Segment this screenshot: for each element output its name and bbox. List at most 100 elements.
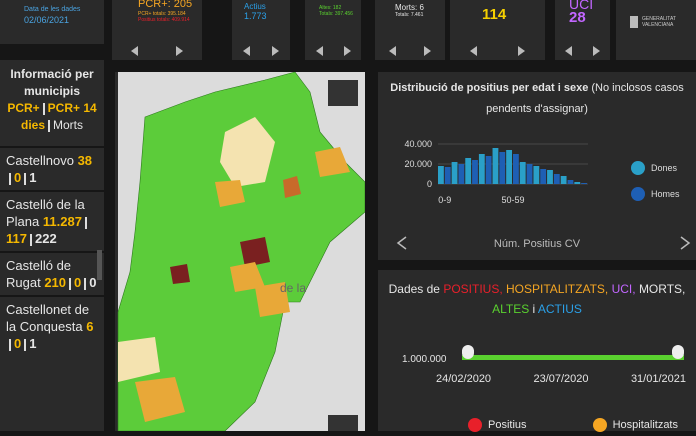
municipi-value: 117 xyxy=(6,231,27,246)
municipi-row: Castellnovo 38 0 1 xyxy=(0,146,104,190)
separator xyxy=(84,277,87,290)
bar xyxy=(465,158,472,184)
slider-handle[interactable] xyxy=(462,345,474,359)
bar xyxy=(513,154,519,184)
title-part: UCI, xyxy=(611,282,636,296)
separator xyxy=(69,277,72,290)
logo-card: GENERALITAT VALENCIANA xyxy=(616,0,696,60)
bar xyxy=(458,164,465,184)
municipi-list: Castellnovo 380 1 Castelló de la Plana 11.… xyxy=(0,146,104,356)
x-tick-label: 0-9 xyxy=(438,195,451,205)
municipi-name: Castelló de Rugat xyxy=(6,258,72,290)
uci-label: UCI xyxy=(569,0,594,12)
bar xyxy=(526,164,533,184)
hosp-card: 114 xyxy=(450,0,545,60)
bar xyxy=(438,166,444,184)
title-part: MORTS, xyxy=(638,282,686,296)
bar xyxy=(581,183,587,184)
bar xyxy=(574,182,581,184)
next-arrow[interactable] xyxy=(680,236,691,250)
pager[interactable] xyxy=(305,46,361,56)
bar xyxy=(519,162,526,184)
pcr-line: Positius totals: 409.914 xyxy=(138,17,190,23)
prev-arrow[interactable] xyxy=(396,236,407,250)
altes-label: Altes: 182 xyxy=(319,5,342,11)
region xyxy=(117,71,366,432)
timeline-legend: Positius Hospitalitzats xyxy=(468,418,678,432)
bar xyxy=(444,167,451,184)
separator xyxy=(24,338,27,351)
pager[interactable] xyxy=(555,46,610,56)
area xyxy=(118,337,160,382)
legend-swatch xyxy=(468,418,482,432)
chart-footer: Núm. Positius CV xyxy=(494,238,581,250)
slider-track[interactable] xyxy=(462,355,684,360)
map-menu[interactable] xyxy=(328,80,358,106)
area xyxy=(240,237,270,267)
pager[interactable] xyxy=(232,46,290,56)
pcr-card: PCR+: 205 PCR+ totals: 395.184 Positius … xyxy=(112,0,202,60)
date-label: 31/01/2021 xyxy=(630,373,686,385)
pager[interactable] xyxy=(450,46,545,56)
hosp-value: 114 xyxy=(482,6,507,23)
bar xyxy=(506,150,512,184)
scrollbar[interactable] xyxy=(97,250,102,280)
age-heading: Distribució de positius per edat i sexe … xyxy=(378,72,696,120)
pager[interactable] xyxy=(112,46,202,56)
municipi-row: Castelló de Rugat 210 0 0 xyxy=(0,251,104,295)
age-chart: 0 20.000 40.000 0-9 50-59 Dones Homes Núm. Posi… xyxy=(396,139,691,250)
y-tick-label: 20.000 xyxy=(404,159,432,169)
bar xyxy=(499,152,506,184)
area xyxy=(230,262,265,292)
bar xyxy=(560,176,567,184)
municipi-value: 1 xyxy=(29,170,37,185)
pager[interactable] xyxy=(375,46,445,56)
title-part: ACTIUS xyxy=(537,302,582,316)
legend-label: Positius xyxy=(488,419,527,431)
date-label: Data de les dades xyxy=(24,6,81,13)
area xyxy=(135,377,185,422)
legend-entry: Hospitalitzats xyxy=(592,418,678,432)
scale-label: 1.000.000 xyxy=(402,354,447,365)
municipi-value: 38 xyxy=(77,153,93,168)
legend-label: Hospitalitzats xyxy=(612,419,678,431)
zoom-button[interactable] xyxy=(328,415,358,435)
area xyxy=(283,176,301,198)
area xyxy=(170,264,190,284)
age-panel: Distribució de positius per edat i sexe … xyxy=(378,72,696,260)
bar xyxy=(485,156,492,184)
morts-line: Totals: 7.461 xyxy=(395,12,424,18)
altes-card: Altes: 182 Totals: 397.456 xyxy=(305,0,361,60)
timeline-panel: Dades de POSITIUS, HOSPITALITZATS, UCI, … xyxy=(378,270,696,432)
date-card: Data de les dades 02/06/2021 xyxy=(0,0,104,44)
y-tick-label: 0 xyxy=(427,179,432,189)
uci-value: 28 xyxy=(569,9,586,26)
municipi-value: 6 xyxy=(86,319,94,334)
actius-label: Actius xyxy=(244,2,266,11)
title-part: ALTES xyxy=(492,302,530,316)
altes-line: Totals: 397.456 xyxy=(319,11,353,17)
area xyxy=(315,147,350,177)
title-part: Dades de xyxy=(388,282,440,296)
slider-handle[interactable] xyxy=(672,345,684,359)
map[interactable]: de la xyxy=(115,71,366,435)
uci-card: UCI 28 xyxy=(555,0,610,60)
legend-item: PCR+ 14 dies xyxy=(20,101,97,132)
municipi-legend: PCR+ PCR+ 14 dies Morts xyxy=(4,100,100,134)
legend-swatch xyxy=(592,418,607,432)
logo-icon xyxy=(630,16,638,28)
separator xyxy=(48,119,50,132)
municipi-title: Informació per municipis xyxy=(10,67,94,98)
bar xyxy=(547,170,553,184)
bar xyxy=(540,169,547,184)
bar xyxy=(492,148,499,184)
date-axis: 24/02/2020 23/07/2020 31/01/2021 xyxy=(436,373,686,385)
date-label: 24/02/2020 xyxy=(436,373,492,385)
legend-label: Homes xyxy=(651,189,680,199)
map-panel: de la xyxy=(115,71,366,435)
municipi-value: 1 xyxy=(29,336,37,351)
bar xyxy=(533,166,540,184)
bar xyxy=(478,154,485,184)
bar xyxy=(472,160,478,184)
